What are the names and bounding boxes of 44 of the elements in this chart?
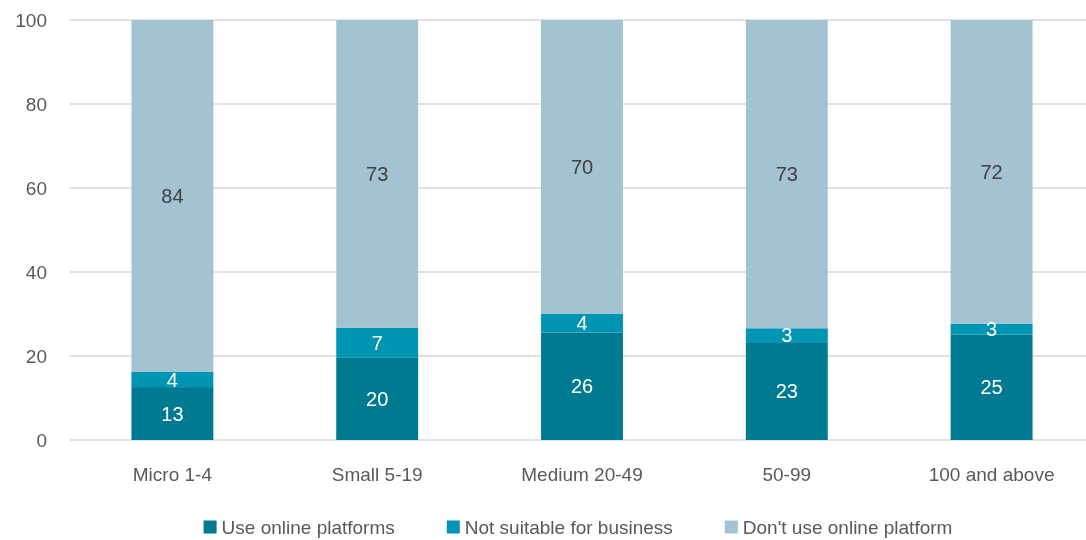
bar [950, 20, 1033, 324]
data-label: 13 [161, 402, 184, 425]
y-tick-label: 20 [25, 345, 47, 367]
data-label: 4 [166, 368, 178, 391]
y-tick-label: 80 [25, 93, 47, 115]
bar [541, 20, 623, 314]
data-label: 20 [366, 387, 389, 410]
data-label: 73 [366, 162, 389, 185]
data-label: 4 [576, 312, 588, 335]
y-tick-label: 0 [36, 429, 47, 451]
y-tick-label: 100 [15, 9, 47, 31]
data-label: 3 [781, 324, 793, 347]
bar [950, 323, 1033, 335]
data-label: 70 [570, 156, 594, 178]
bar [541, 314, 623, 333]
bar [541, 332, 623, 440]
y-tick-label: 60 [25, 177, 47, 199]
data-label: 3 [986, 318, 998, 341]
y-tick-label: 40 [25, 261, 47, 283]
data-label: 73 [775, 163, 798, 186]
x-tick-label: 100 and above [928, 463, 1055, 485]
data-label: 72 [980, 160, 1003, 183]
legend-label: Not suitable for business [464, 516, 673, 538]
x-tick-label: Small 5-19 [331, 463, 423, 485]
data-label: 7 [371, 331, 383, 354]
bar [336, 357, 419, 440]
legend-label: Use online platforms [221, 516, 395, 538]
bar [131, 371, 214, 388]
data-label: 84 [161, 184, 184, 207]
data-label: 26 [570, 375, 594, 398]
x-tick-label: Micro 1-4 [132, 463, 213, 485]
x-tick-label: 50-99 [762, 463, 812, 485]
legend-label: Don't use online platform [742, 516, 953, 538]
x-tick-label: Medium 20-49 [521, 463, 643, 485]
data-label: 23 [775, 380, 798, 403]
bar [336, 327, 419, 358]
bar [745, 20, 828, 329]
bar [950, 334, 1033, 440]
bar [131, 387, 214, 440]
data-label: 25 [980, 376, 1003, 399]
bar [131, 20, 214, 372]
bar [745, 342, 828, 440]
bar [745, 328, 828, 343]
bar [336, 20, 419, 328]
